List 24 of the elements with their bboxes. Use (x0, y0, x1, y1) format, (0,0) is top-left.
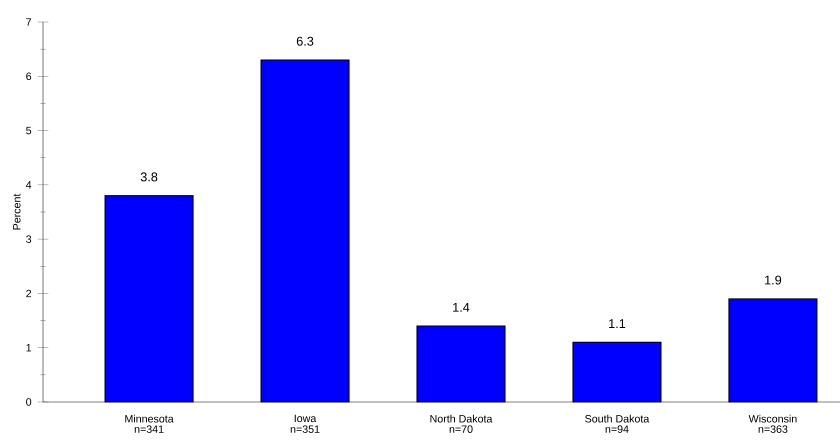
data-label: 1.1 (609, 319, 626, 328)
data-label: 6.3 (296, 36, 314, 46)
y-tick-label: 7 (26, 18, 32, 26)
y-axis-title: Percent (13, 194, 21, 230)
text: n=351 (290, 425, 320, 433)
x-tick-label: Wisconsin (748, 414, 797, 423)
text: n=363 (758, 425, 788, 433)
y-tick-label: 3 (26, 235, 32, 243)
text: n=70 (450, 425, 473, 433)
text: n=341 (134, 425, 164, 433)
x-tick-label: North Dakota (430, 414, 492, 423)
x-tick-label: South Dakota (585, 414, 650, 423)
text: n=94 (606, 425, 629, 433)
x-tick-label: Iowa (294, 414, 316, 422)
y-tick-label: 1 (26, 344, 32, 352)
data-label: 3.8 (140, 172, 158, 182)
y-tick-label: 2 (26, 290, 32, 298)
y-tick-label: 0 (26, 398, 32, 406)
x-tick-label: Minnesota (125, 414, 174, 423)
y-tick-label: 5 (26, 126, 32, 134)
data-label: 1.9 (765, 276, 782, 285)
y-tick-label: 4 (26, 181, 32, 189)
data-label: 1.4 (453, 302, 470, 312)
y-tick-label: 6 (26, 72, 32, 80)
